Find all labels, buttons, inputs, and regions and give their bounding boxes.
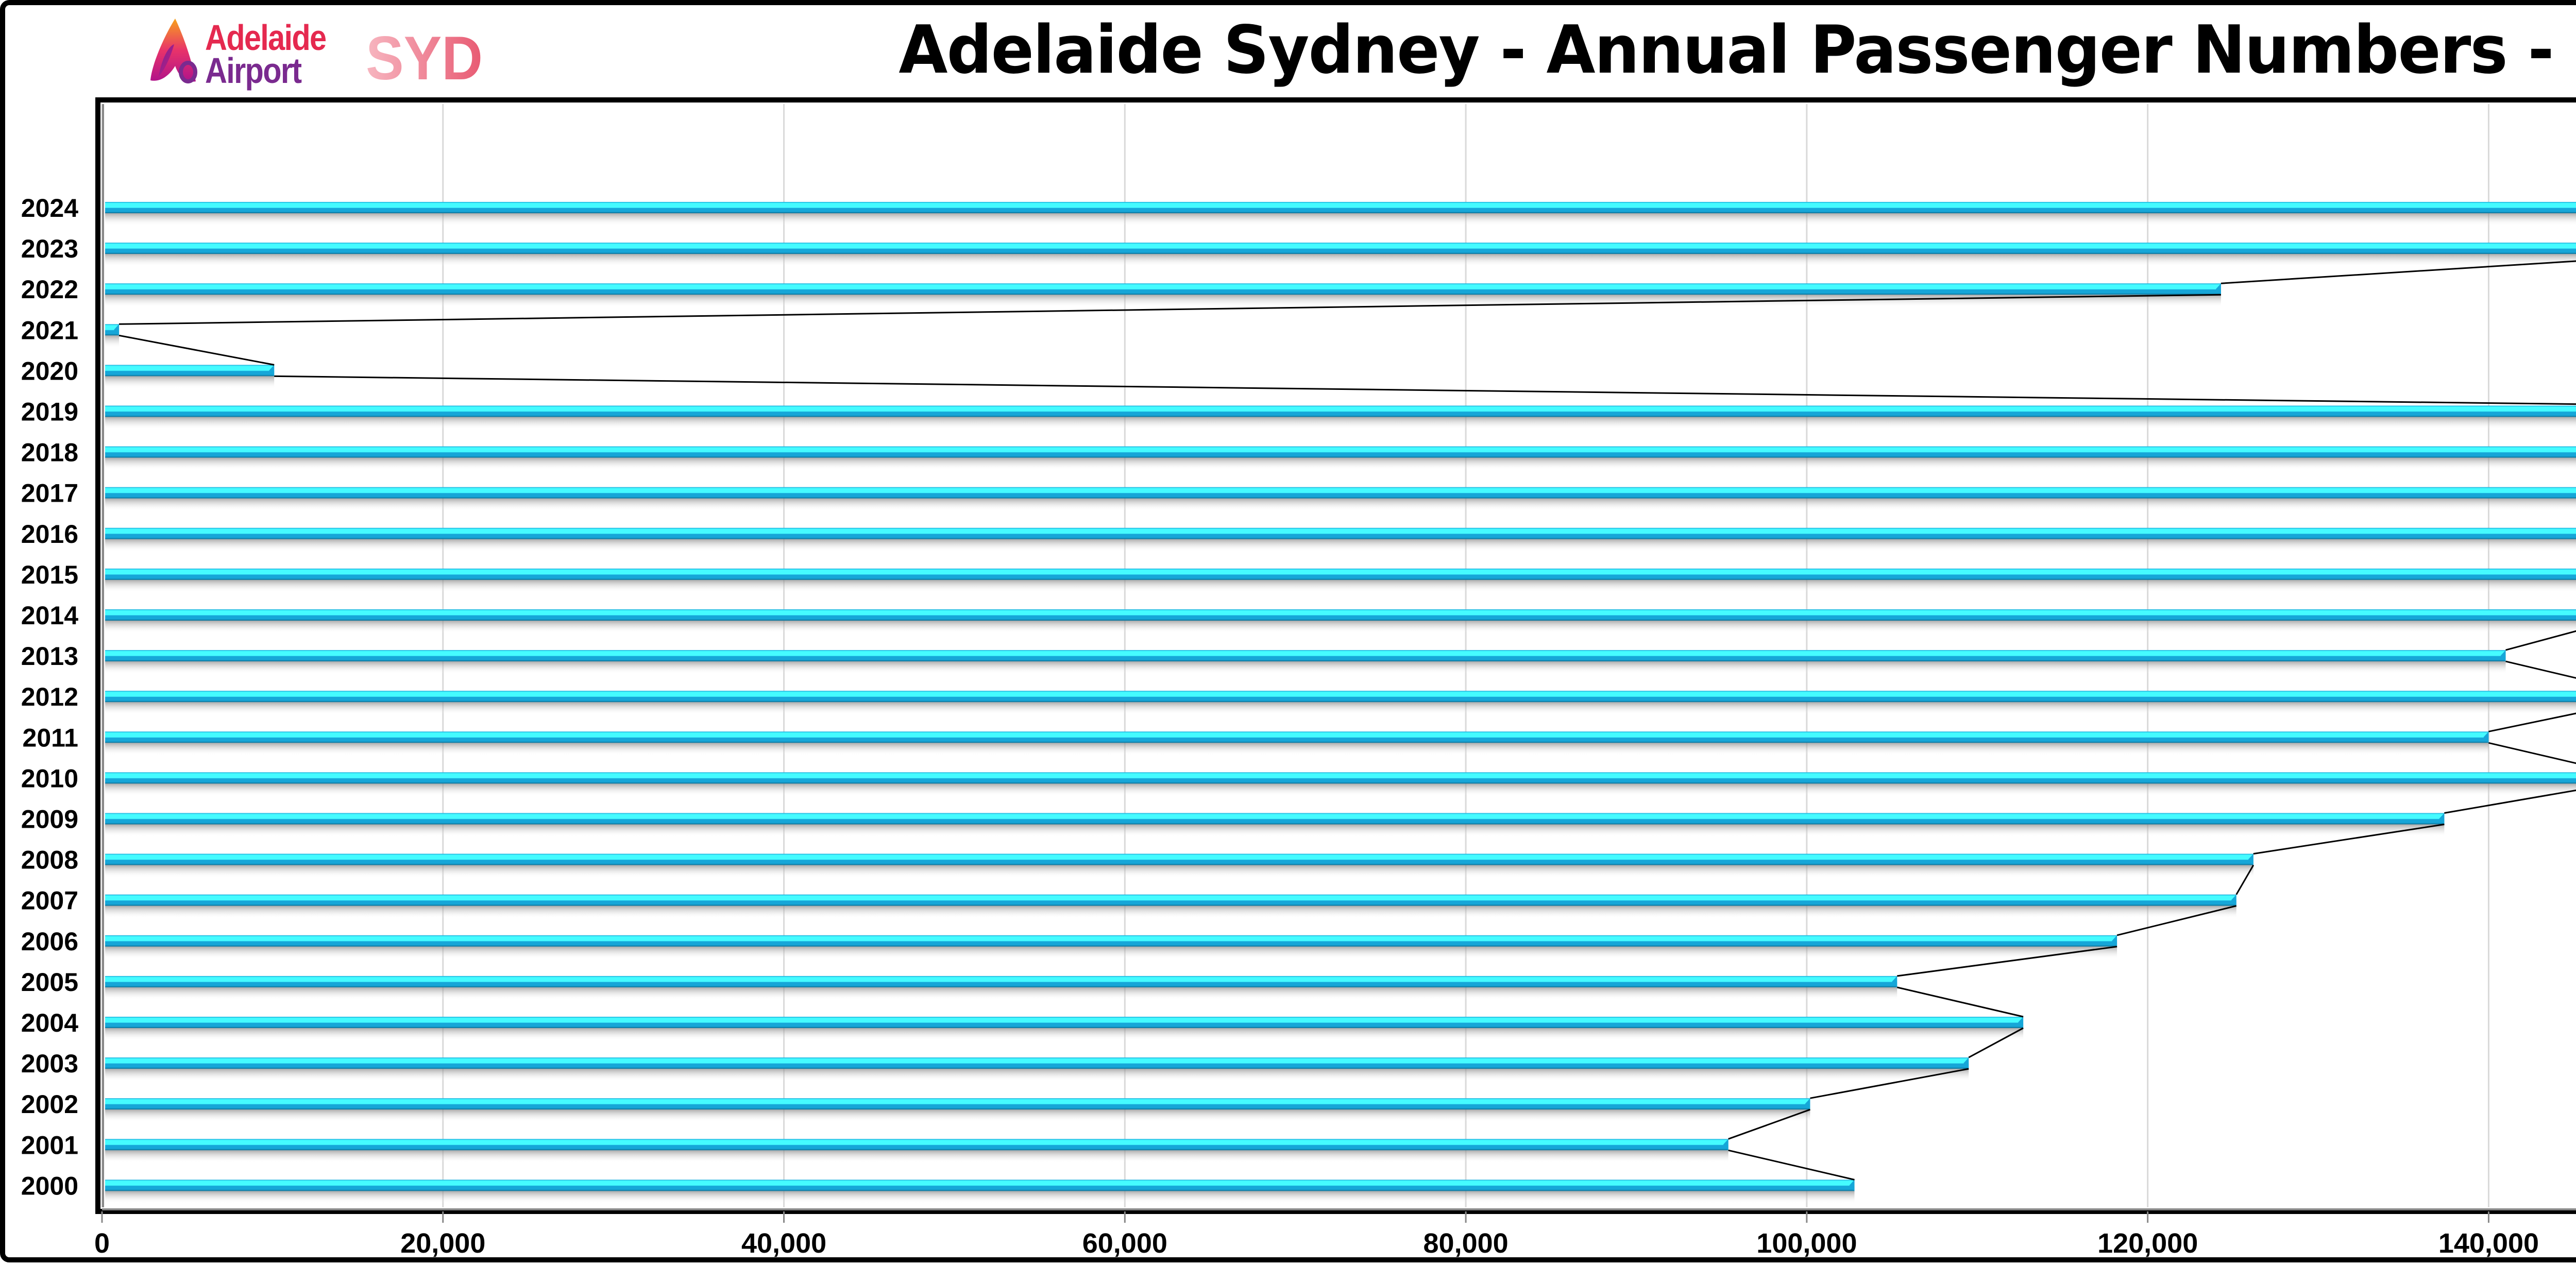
y-tick-label: 2022 bbox=[21, 275, 78, 304]
y-tick-label: 2009 bbox=[21, 805, 78, 834]
bar-2003 bbox=[105, 1057, 1969, 1082]
x-tick-label: 20,000 bbox=[400, 1228, 485, 1259]
connector-line bbox=[2488, 712, 2576, 732]
y-tick-label: 2013 bbox=[21, 642, 78, 671]
y-tick-label: 2007 bbox=[21, 886, 78, 915]
y-tick-label: 2005 bbox=[21, 968, 78, 997]
bar-2008 bbox=[105, 853, 2253, 878]
x-tick-label: 0 bbox=[94, 1228, 110, 1259]
bar-2001 bbox=[105, 1139, 1728, 1163]
bar-2021 bbox=[105, 324, 120, 348]
y-tick-label: 2010 bbox=[21, 764, 78, 793]
bar-2011 bbox=[105, 731, 2489, 756]
bar-2000 bbox=[105, 1179, 1855, 1204]
logo-text-adelaide: Adelaide bbox=[205, 18, 327, 58]
x-tick-label: 40,000 bbox=[741, 1228, 826, 1259]
bar-2009 bbox=[105, 813, 2445, 837]
connector-line bbox=[119, 294, 2221, 325]
bar-2004 bbox=[105, 1017, 2024, 1040]
y-tick-label: 2018 bbox=[21, 438, 78, 467]
x-tick-label: 140,000 bbox=[2438, 1228, 2539, 1259]
y-tick-label: 2004 bbox=[21, 1008, 78, 1037]
y-tick-label: 2002 bbox=[21, 1090, 78, 1119]
bar-2010 bbox=[105, 772, 2576, 796]
connector-line bbox=[2253, 824, 2445, 855]
y-tick-label: 2019 bbox=[21, 398, 78, 426]
connector-line bbox=[1728, 1108, 1811, 1140]
adelaide-airport-mark-icon bbox=[150, 19, 197, 83]
bar-2017 bbox=[105, 487, 2576, 511]
bar-2015 bbox=[105, 568, 2576, 592]
y-tick-label: 2000 bbox=[21, 1171, 78, 1200]
bar-2014 bbox=[105, 609, 2576, 633]
x-tick-label: 120,000 bbox=[2097, 1228, 2198, 1259]
connector-line bbox=[2505, 660, 2576, 679]
connector-line bbox=[1896, 986, 2024, 1018]
bar-2024 bbox=[105, 202, 2576, 226]
bar-2018 bbox=[105, 446, 2576, 470]
route-code-syd: SYD bbox=[366, 24, 483, 93]
bar-2023 bbox=[105, 243, 2576, 267]
bar-2020 bbox=[105, 365, 275, 389]
bar-2016 bbox=[105, 527, 2576, 552]
bar-2012 bbox=[105, 691, 2576, 715]
bar-2007 bbox=[105, 894, 2236, 918]
bar-2002 bbox=[105, 1098, 1810, 1122]
y-tick-label: 2006 bbox=[21, 927, 78, 956]
logo-text-airport: Airport bbox=[205, 50, 302, 91]
y-tick-label: 2001 bbox=[21, 1131, 78, 1159]
bar-2013 bbox=[105, 650, 2506, 674]
y-tick-label: 2015 bbox=[21, 560, 78, 589]
connector-line bbox=[1897, 946, 2117, 977]
y-tick-label: 2017 bbox=[21, 479, 78, 508]
bar-2022 bbox=[105, 283, 2221, 307]
connector-line bbox=[274, 375, 2576, 405]
y-tick-label: 2020 bbox=[21, 356, 78, 385]
connector-line bbox=[1728, 1149, 1855, 1181]
adelaide-airport-logo: Adelaide Airport SYD bbox=[144, 14, 505, 92]
bar-2005 bbox=[105, 976, 1897, 1000]
y-tick-label: 2024 bbox=[21, 194, 78, 223]
connector-line bbox=[2488, 742, 2576, 764]
y-tick-label: 2023 bbox=[21, 234, 78, 263]
y-tick-label: 2014 bbox=[21, 601, 78, 630]
connector-line bbox=[118, 334, 275, 366]
connector-line bbox=[1810, 1068, 1969, 1099]
y-tick-label: 2012 bbox=[21, 682, 78, 711]
connector-line bbox=[2444, 789, 2576, 814]
y-tick-label: 2016 bbox=[21, 520, 78, 549]
x-tick-label: 80,000 bbox=[1423, 1228, 1509, 1259]
connector-line bbox=[2221, 260, 2576, 284]
y-tick-label: 2003 bbox=[21, 1049, 78, 1078]
connector-line bbox=[2235, 864, 2255, 895]
bar-2019 bbox=[105, 405, 2576, 430]
connector-line bbox=[1968, 1027, 2024, 1058]
connector-line bbox=[2505, 630, 2576, 651]
y-tick-label: 2008 bbox=[21, 846, 78, 875]
y-tick-label: 2011 bbox=[23, 723, 78, 752]
bar-2006 bbox=[105, 935, 2117, 959]
connector-line bbox=[2116, 905, 2237, 936]
y-tick-label: 2021 bbox=[21, 316, 78, 345]
x-tick-label: 60,000 bbox=[1082, 1228, 1167, 1259]
x-tick-label: 100,000 bbox=[1756, 1228, 1857, 1259]
